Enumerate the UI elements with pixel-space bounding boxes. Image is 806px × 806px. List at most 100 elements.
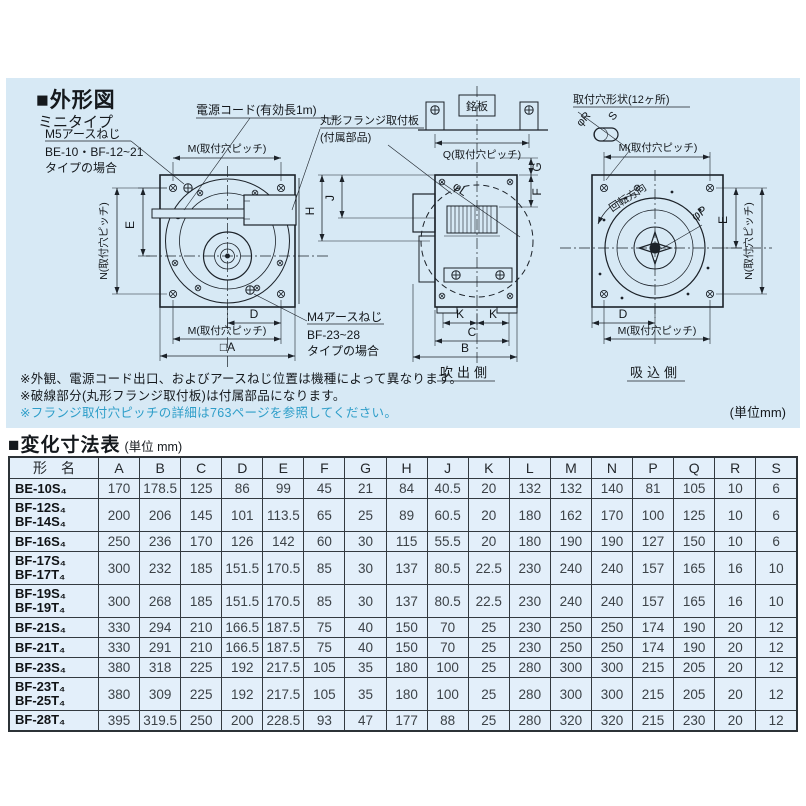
dimension-value: 206: [139, 498, 182, 532]
column-header-D: D: [221, 456, 264, 479]
dimension-value: 178.5: [139, 478, 182, 499]
dimension-value: 25: [467, 657, 510, 678]
dimension-value: 166.5: [221, 637, 264, 658]
dim-label-n-pitch-front: N(取付穴ピッチ): [97, 202, 110, 280]
dimension-value: 187.5: [262, 637, 305, 658]
dimension-value: 232: [139, 551, 182, 585]
dimension-value: 113.5: [262, 498, 305, 532]
dimension-value: 170: [97, 478, 141, 499]
column-header-C: C: [180, 456, 223, 479]
dimension-value: 93: [303, 710, 346, 731]
dimension-value: 60.5: [426, 498, 469, 532]
model-name: BF-16S₄: [15, 533, 66, 549]
dimension-value: 250: [549, 637, 592, 658]
dimension-value: 55.5: [426, 531, 469, 552]
dimension-value: 20: [714, 617, 757, 638]
column-header-A: A: [97, 456, 141, 479]
dimension-value: 150: [673, 531, 716, 552]
dimension-value: 330: [97, 637, 141, 658]
dimension-value: 10: [714, 478, 757, 499]
flange-plate-callout: 丸形フランジ取付板 (付属部品): [291, 113, 453, 211]
table-row: BF-21T₄ 330 291 210 166.5 187.5 75 40 150 70 25 230…: [8, 637, 798, 658]
table-title-text: 変化寸法表: [20, 435, 121, 456]
dimension-value: 170.5: [262, 584, 305, 618]
unit-note-diagram: (単位mm): [729, 405, 786, 420]
model-name: BF-17S₄: [15, 553, 66, 568]
dimension-value: 6: [755, 531, 798, 552]
dimension-value: 40: [344, 637, 387, 658]
dimension-value: 150: [385, 617, 428, 638]
dimension-value: 22.5: [467, 584, 510, 618]
note-line-3: ※フランジ取付穴ピッチの詳細は763ページを参照してください。: [20, 406, 398, 420]
m4-earth-screw-label: M4アースねじ: [307, 310, 382, 324]
dimension-value: 215: [632, 677, 675, 711]
dimension-value: 225: [180, 657, 223, 678]
dimension-value: 40.5: [426, 478, 469, 499]
model-name: BE-10S₄: [15, 480, 67, 496]
dimension-value: 25: [467, 637, 510, 658]
model-name-cell: BE-10S₄: [8, 478, 99, 499]
dimension-value: 230: [508, 637, 551, 658]
dimension-value: 25: [467, 677, 510, 711]
dimension-value: 80.5: [426, 551, 469, 585]
dimension-value: 230: [508, 551, 551, 585]
dimension-value: 280: [508, 710, 551, 731]
dim-label-e-front: E: [123, 221, 137, 229]
column-header-E: E: [262, 456, 305, 479]
dimension-value: 47: [344, 710, 387, 731]
dimension-value: 100: [632, 498, 675, 532]
model-name-cell: BF-23S₄: [8, 657, 99, 678]
m5-earth-screw-label: M5アースねじ: [45, 127, 120, 141]
dimension-value: 187.5: [262, 617, 305, 638]
dimension-value: 230: [508, 617, 551, 638]
column-header-K: K: [467, 456, 510, 479]
dimension-value: 225: [180, 677, 223, 711]
power-cord-label: 電源コード(有効長1m): [196, 102, 317, 117]
table-row: BF-16S₄ 250 236 170 126 142 60 30 115 55.5 20 180 19…: [8, 531, 798, 552]
dimension-value: 6: [755, 478, 798, 499]
dimension-value: 250: [180, 710, 223, 731]
column-header-H: H: [385, 456, 428, 479]
dimension-value: 20: [714, 657, 757, 678]
dimension-value: 151.5: [221, 551, 264, 585]
m4-earth-screw-case: タイプの場合: [307, 343, 379, 358]
dim-label-m-pitch-front-top: M(取付穴ピッチ): [188, 142, 267, 155]
table-row: BF-19S₄ BF-19T₄ 300 268 185 151.5 170.5 85 30 137…: [8, 584, 798, 618]
dim-label-e-rear: E: [716, 216, 730, 224]
model-name-cell: BF-19S₄ BF-19T₄: [8, 584, 99, 618]
dimension-value: 35: [344, 657, 387, 678]
table-unit-note: (単位 mm): [124, 440, 183, 454]
column-header-Q: Q: [673, 456, 716, 479]
dimension-value: 192: [221, 677, 264, 711]
dimension-value: 294: [139, 617, 182, 638]
dim-label-g: G: [530, 162, 544, 171]
dimension-value: 85: [303, 584, 346, 618]
dimension-value: 70: [426, 637, 469, 658]
dimension-value: 330: [97, 617, 141, 638]
dimension-value: 12: [755, 657, 798, 678]
dimension-value: 132: [549, 478, 592, 499]
dimension-value: 162: [549, 498, 592, 532]
notes-block: ※外観、電源コード出口、およびアースねじ位置は機種によって異なります。 ※破線部…: [20, 371, 462, 422]
model-name-cell: BF-16S₄: [8, 531, 99, 552]
dimension-value: 22.5: [467, 551, 510, 585]
dimension-value: 240: [590, 551, 634, 585]
dimension-value: 105: [673, 478, 716, 499]
dimension-value: 127: [632, 531, 675, 552]
dimension-value: 6: [755, 498, 798, 532]
dim-label-q-pitch: Q(取付穴ピッチ): [443, 148, 521, 161]
dim-label-b: B: [461, 341, 469, 355]
dimension-value: 250: [97, 531, 141, 552]
dimension-value: 30: [344, 551, 387, 585]
dimension-value: 30: [344, 584, 387, 618]
front-view-diagram: M(取付穴ピッチ) E N(取付穴ピッチ) D M(取付穴ピッチ) □A M5ア…: [45, 102, 384, 368]
nameplate-label: 銘板: [466, 99, 488, 113]
table-section-marker: ■: [8, 435, 21, 456]
dimension-value: 319.5: [139, 710, 182, 731]
dimension-value: 25: [467, 617, 510, 638]
dim-label-m-pitch-front-bottom: M(取付穴ピッチ): [188, 324, 267, 337]
dimension-value: 170.5: [262, 551, 305, 585]
dimension-value: 21: [344, 478, 387, 499]
dimension-value: 190: [673, 617, 716, 638]
